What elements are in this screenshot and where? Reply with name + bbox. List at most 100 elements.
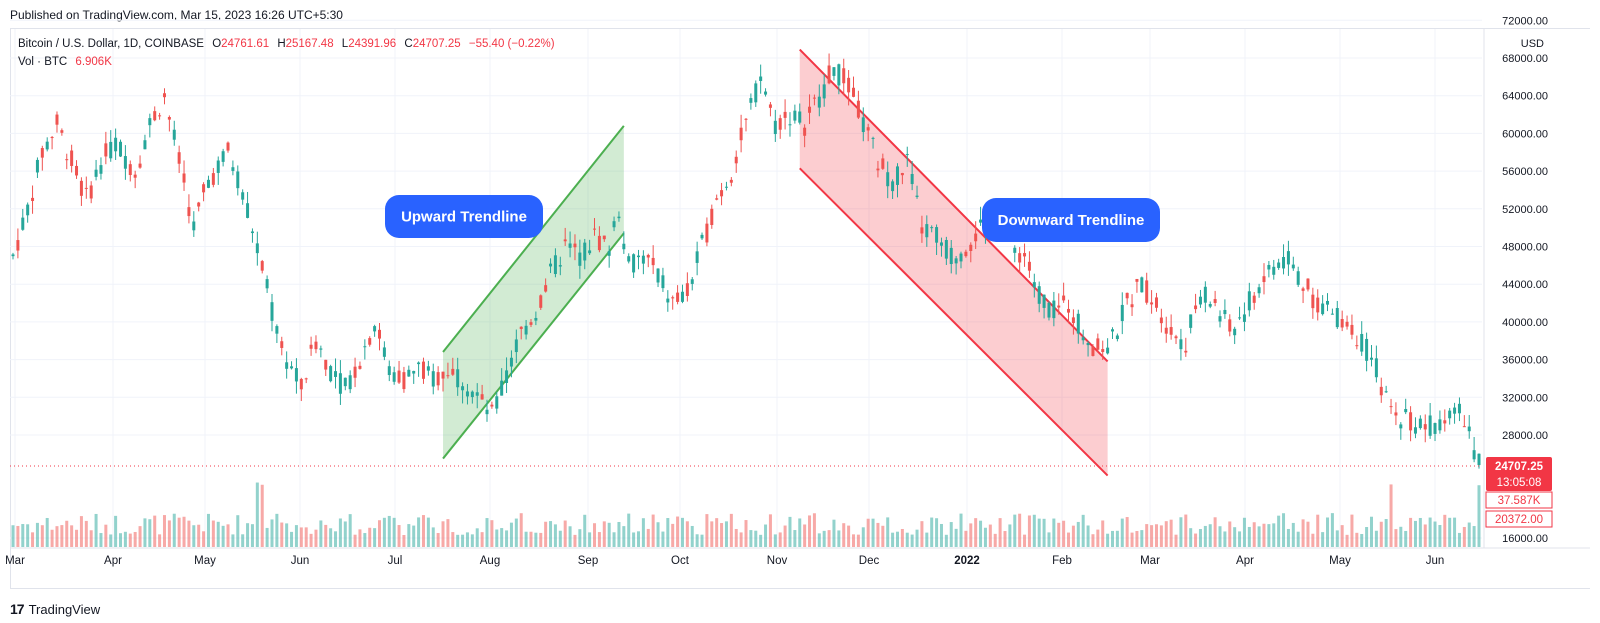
legend-open-label: O <box>212 38 222 50</box>
volume-bar <box>1003 531 1007 547</box>
candle-body <box>75 165 79 176</box>
price-tick-label: 36000.00 <box>1502 355 1548 367</box>
volume-bar <box>1340 525 1344 547</box>
candle-body <box>1135 278 1139 282</box>
candle-body <box>739 127 743 141</box>
candle-body <box>588 250 592 254</box>
candle-body <box>1467 426 1471 432</box>
volume-bar <box>710 521 714 547</box>
volume-bar <box>808 515 812 547</box>
volume-label[interactable]: Vol · BTC <box>18 56 68 68</box>
candle-body <box>822 84 826 99</box>
volume-bar <box>304 527 308 547</box>
volume-bar <box>915 529 919 547</box>
candle-body <box>1189 314 1193 328</box>
volume-bar <box>1027 515 1031 547</box>
volume-bar <box>270 519 274 547</box>
volume-bar <box>421 515 425 547</box>
candle-body <box>519 326 523 329</box>
volume-bar <box>690 525 694 547</box>
candle-body <box>773 120 777 135</box>
candle-body <box>500 380 504 396</box>
volume-bar <box>627 513 631 547</box>
tradingview-logo[interactable]: 17 TradingView <box>10 601 100 617</box>
candle-body <box>45 141 49 150</box>
volume-bar <box>1409 517 1413 547</box>
candle-body <box>1252 295 1256 303</box>
volume-bar <box>861 527 865 547</box>
chart-frame[interactable] <box>10 28 1590 589</box>
candle-body <box>1340 319 1344 328</box>
legend-change: −55.40 (−0.22%) <box>468 38 555 50</box>
candle-body <box>368 338 372 345</box>
candle-body <box>456 369 460 388</box>
volume-bar <box>402 534 406 547</box>
volume-bar <box>192 525 196 547</box>
candle-body <box>216 160 220 173</box>
candle-body <box>695 251 699 263</box>
candles <box>11 53 1481 469</box>
volume-bar <box>1462 526 1466 547</box>
candle-body <box>1413 427 1417 434</box>
legend-symbol[interactable]: Bitcoin / U.S. Dollar, 1D, COINBASE <box>18 38 204 50</box>
volume-bar <box>231 534 235 547</box>
candle-body <box>817 96 821 108</box>
candle-body <box>1194 305 1198 310</box>
volume-bar <box>778 532 782 547</box>
volume-bar <box>1350 514 1354 547</box>
downward-channel-upper-line <box>799 48 1109 363</box>
candle-body <box>1111 329 1114 332</box>
candle-body <box>1433 423 1437 434</box>
volume-bar <box>529 531 533 547</box>
volume-bar <box>21 524 25 547</box>
candle-body <box>1316 297 1320 313</box>
volume-bar <box>720 523 724 547</box>
volume-bar <box>1145 524 1149 547</box>
volume-bar <box>1438 524 1442 547</box>
volume-bar <box>1032 514 1036 547</box>
candle-body <box>1379 386 1383 396</box>
volume-bar <box>158 534 162 547</box>
volume-bar <box>99 533 103 547</box>
time-tick-label: Mar <box>1140 555 1160 567</box>
volume-bar <box>1081 514 1085 547</box>
candle-body <box>226 142 230 151</box>
candle-body <box>197 202 201 207</box>
candle-body <box>1052 300 1056 319</box>
candle-body <box>84 187 88 189</box>
volume-bar <box>1433 521 1437 547</box>
volume-bar <box>744 520 748 547</box>
volume-bar <box>285 523 289 547</box>
volume-bar <box>1228 521 1232 547</box>
volume-bar <box>563 520 567 547</box>
candle-body <box>671 297 675 299</box>
candle-body <box>974 233 978 242</box>
candle-body <box>1047 302 1051 318</box>
candle-body <box>690 279 694 284</box>
currency-label[interactable]: USD <box>1520 38 1544 50</box>
candle-body <box>280 341 284 348</box>
candle-body <box>749 98 753 103</box>
legend-high-label: H <box>277 38 286 50</box>
candle-body <box>1438 419 1442 431</box>
volume-bar <box>593 523 597 547</box>
candle-body <box>324 359 328 370</box>
volume-bar <box>1013 514 1017 547</box>
candle-body <box>1140 277 1144 293</box>
candle-body <box>299 378 303 390</box>
volume-bar <box>382 517 386 547</box>
volume-bar <box>11 525 15 547</box>
candle-body <box>754 83 758 103</box>
candle-body <box>431 371 435 387</box>
volume-bar <box>578 529 582 547</box>
volume-bar <box>1316 514 1320 547</box>
candle-body <box>602 235 606 240</box>
candle-body <box>11 254 15 257</box>
volume-bar <box>1477 485 1481 547</box>
candle-body <box>617 216 621 219</box>
legend-open-value: 24761.61 <box>221 38 270 50</box>
volume-bar <box>622 526 626 547</box>
volume-bar <box>1018 513 1022 547</box>
candle-body <box>1355 345 1359 347</box>
